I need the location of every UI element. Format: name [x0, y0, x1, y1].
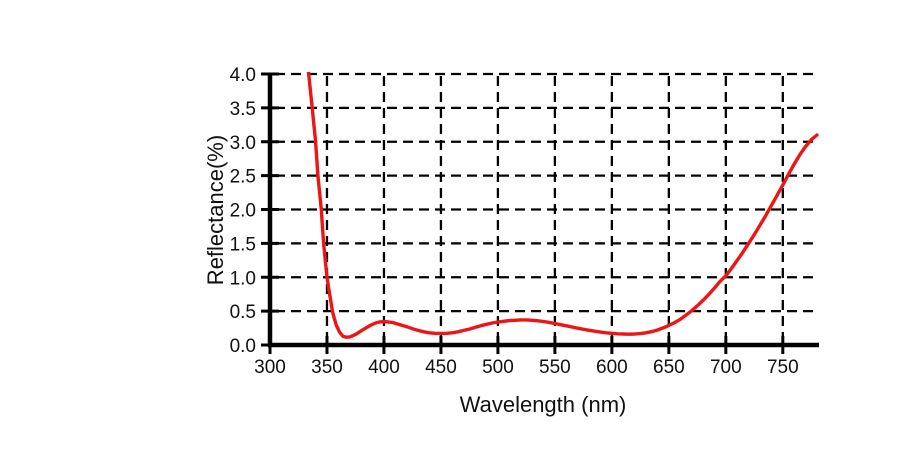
y-tick-label: 0.0 [230, 336, 256, 357]
x-tick-label: 400 [368, 357, 400, 378]
reflectance-curve [306, 72, 819, 339]
x-tick-label: 450 [425, 357, 457, 378]
y-tick-label: 2.0 [230, 201, 256, 222]
x-tick-label: 600 [596, 357, 628, 378]
reflectance-chart: 0.0 0.5 1.0 1.5 2.0 2.5 3.0 3.5 4.0 300 350 400 450 5… [40, 16, 924, 456]
plot-area: 0.0 0.5 1.0 1.5 2.0 2.5 3.0 3.5 4.0 300 350 400 450 5… [230, 65, 819, 378]
y-tick-label: 1.0 [230, 268, 256, 289]
x-tick-label: 350 [311, 357, 343, 378]
y-tick-label: 2.5 [230, 167, 256, 188]
x-tick-label: 700 [710, 357, 742, 378]
x-tick-label: 550 [539, 357, 571, 378]
y-tick-label: 4.0 [230, 65, 256, 86]
x-axis-title: Wavelength (nm) [459, 392, 627, 417]
x-tick-label: 300 [254, 357, 286, 378]
x-tick-label: 750 [767, 357, 799, 378]
x-tick-label: 500 [482, 357, 514, 378]
y-tick-label: 1.5 [230, 234, 256, 255]
y-axis-title: Reflectance(%) [203, 134, 228, 286]
y-tick-label: 3.0 [230, 133, 256, 154]
y-tick-label: 0.5 [230, 302, 256, 323]
y-tick-label: 3.5 [230, 99, 256, 120]
x-tick-label: 650 [653, 357, 685, 378]
